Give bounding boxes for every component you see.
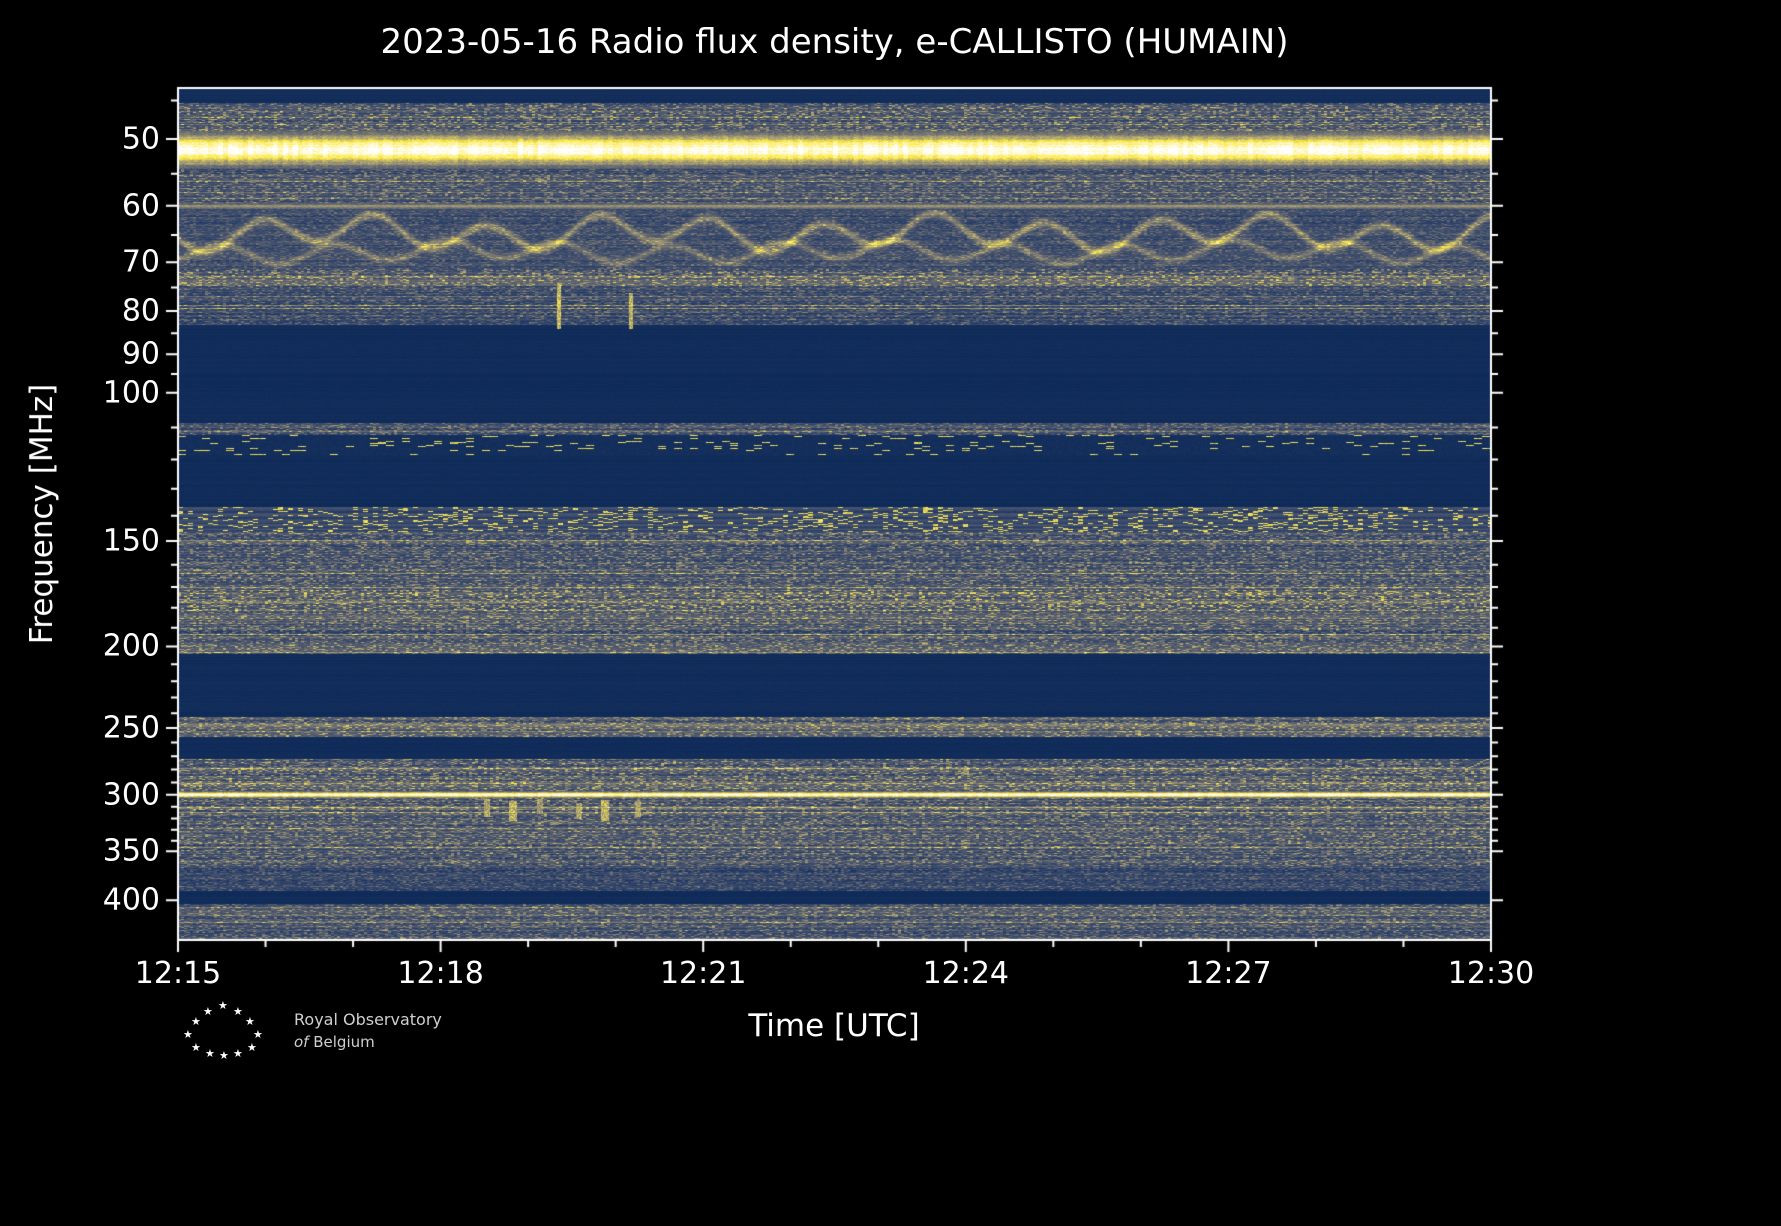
logo-star-icon: ★ (191, 1041, 201, 1054)
logo-star-icon: ★ (247, 1041, 257, 1054)
x-tick-label: 12:18 (397, 956, 484, 991)
rob-logo: ★ ★ ★ ★ ★ ★ ★ ★ ★ ★ ★ ★ Royal Observatory of Belgiu… (178, 1000, 442, 1062)
logo-star-icon: ★ (191, 1015, 201, 1028)
y-tick-label: 200 (102, 628, 160, 664)
x-tick-label: 12:21 (659, 956, 747, 991)
y-tick-label: 250 (102, 710, 160, 746)
chart-title: 2023-05-16 Radio flux density, e-CALLIST… (380, 22, 1289, 62)
y-axis-label: Frequency [MHz] (24, 383, 60, 645)
logo-star-icon: ★ (233, 1005, 243, 1018)
y-tick-label: 100 (102, 375, 160, 411)
logo-star-icon: ★ (205, 1047, 215, 1060)
rob-logo-text: Royal Observatory of Belgium (294, 1009, 442, 1052)
y-tick-label: 300 (102, 777, 160, 813)
logo-star-icon: ★ (183, 1028, 193, 1041)
x-tick-label: 12:24 (922, 956, 1010, 991)
y-tick-label: 50 (121, 121, 160, 157)
logo-star-icon: ★ (219, 1049, 229, 1062)
y-tick-label: 90 (121, 336, 160, 372)
y-tick-label: 150 (102, 523, 160, 559)
logo-line2: of Belgium (294, 1032, 442, 1053)
logo-star-icon: ★ (253, 1028, 263, 1041)
logo-line1: Royal Observatory (294, 1010, 442, 1030)
logo-star-icon: ★ (218, 999, 228, 1012)
x-tick-label: 12:30 (1447, 956, 1535, 991)
x-axis-label: Time [UTC] (748, 1008, 920, 1044)
x-tick-label: 12:15 (134, 956, 222, 991)
y-tick-label: 80 (121, 293, 160, 329)
y-tick-label: 60 (121, 188, 160, 224)
logo-star-icon: ★ (245, 1015, 255, 1028)
y-tick-label: 70 (121, 244, 160, 280)
logo-star-icon: ★ (203, 1005, 213, 1018)
logo-star-icon: ★ (233, 1047, 243, 1060)
y-tick-label: 350 (102, 833, 160, 869)
y-tick-label: 400 (102, 882, 160, 918)
logo-line2-of: of (294, 1032, 309, 1051)
x-tick-label: 12:27 (1185, 956, 1272, 991)
logo-line2-belgium: Belgium (313, 1032, 375, 1051)
rob-logo-stars: ★ ★ ★ ★ ★ ★ ★ ★ ★ ★ ★ ★ (178, 1000, 268, 1062)
